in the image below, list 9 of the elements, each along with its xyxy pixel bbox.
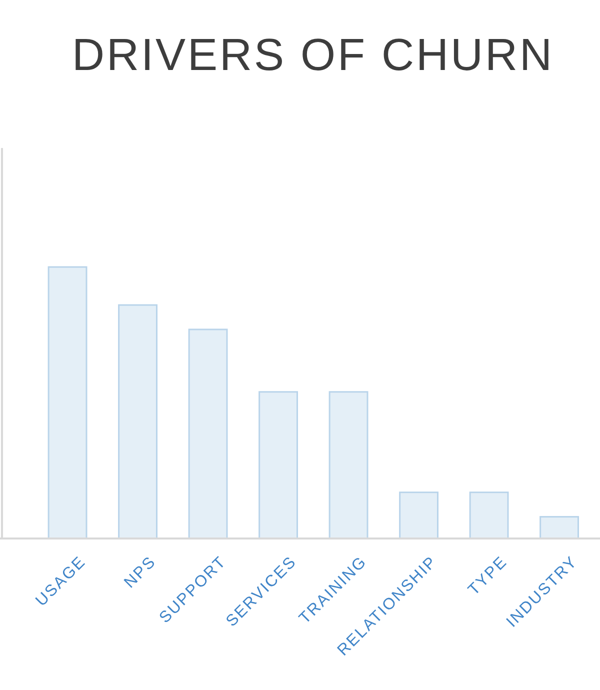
bar xyxy=(540,516,579,540)
bar xyxy=(188,328,228,540)
bar xyxy=(48,266,88,540)
bar xyxy=(328,391,368,540)
bar xyxy=(258,391,298,540)
bar xyxy=(469,492,509,540)
chart-title: DRIVERS OF CHURN xyxy=(72,29,554,80)
bar xyxy=(118,304,158,540)
bar xyxy=(399,492,438,540)
